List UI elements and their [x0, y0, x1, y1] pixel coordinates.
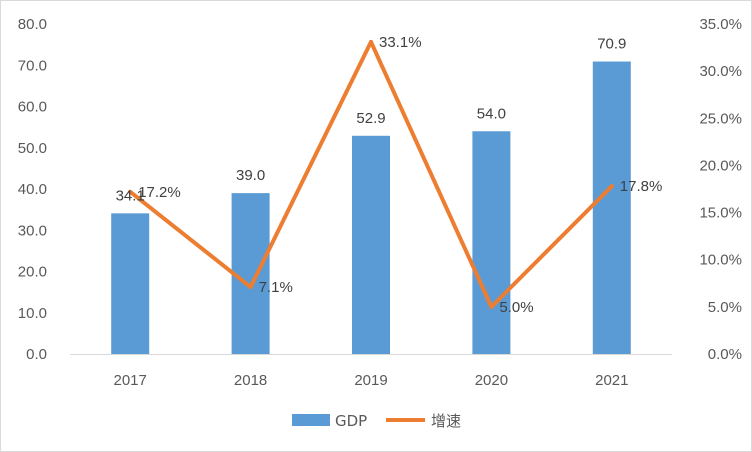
x-tick-label: 2017: [114, 372, 147, 389]
y-right-tick-label: 5.0%: [708, 299, 742, 316]
growth-rate-point: [248, 285, 253, 290]
y-left-tick-label: 50.0: [18, 140, 47, 157]
y-left-tick-label: 60.0: [18, 99, 47, 116]
y-left-tick-label: 40.0: [18, 181, 47, 198]
legend-growth-label: 增速: [431, 412, 461, 430]
gdp-data-label: 52.9: [356, 110, 385, 127]
legend-gdp-swatch: [292, 414, 330, 426]
x-tick-label: 2018: [234, 372, 267, 389]
y-right-tick-label: 10.0%: [699, 252, 742, 269]
growth-rate-point: [128, 189, 133, 194]
growth-rate-data-label: 17.2%: [138, 184, 181, 201]
y-left-tick-label: 0.0: [26, 346, 47, 363]
gdp-bar: [111, 213, 150, 354]
gdp-bar: [352, 135, 390, 354]
gdp-data-label: 34.1: [116, 187, 145, 204]
x-tick-label: 2020: [475, 372, 508, 389]
gdp-data-label: 54.0: [477, 105, 506, 122]
growth-rate-data-label: 17.8%: [620, 178, 663, 195]
legend-gdp-label: GDP: [335, 412, 367, 430]
y-left-tick-label: 10.0: [18, 305, 47, 322]
growth-rate-data-label: 5.0%: [499, 299, 533, 316]
y-right-tick-label: 20.0%: [699, 157, 742, 174]
y-left-tick-label: 70.0: [18, 57, 47, 74]
y-left-tick-label: 30.0: [18, 222, 47, 239]
y-left-tick-label: 80.0: [18, 16, 47, 33]
gdp-data-label: 39.0: [236, 167, 265, 184]
growth-rate-point: [369, 39, 373, 44]
y-right-tick-label: 25.0%: [699, 110, 742, 127]
y-right-tick-label: 30.0%: [699, 63, 742, 80]
y-right-tick-label: 35.0%: [699, 16, 742, 33]
gdp-data-label: 70.9: [597, 36, 626, 53]
gdp-bar: [472, 131, 511, 354]
x-tick-label: 2021: [595, 372, 628, 389]
growth-rate-point: [489, 304, 494, 309]
growth-rate-point: [609, 184, 614, 189]
gdp-bar: [592, 61, 631, 354]
y-left-tick-label: 20.0: [18, 264, 47, 281]
growth-rate-data-label: 33.1%: [379, 34, 422, 51]
y-right-tick-label: 0.0%: [708, 346, 742, 363]
growth-rate-data-label: 7.1%: [259, 279, 293, 296]
y-right-tick-label: 15.0%: [699, 205, 742, 222]
gdp-bar: [231, 193, 270, 354]
x-tick-label: 2019: [354, 372, 387, 389]
